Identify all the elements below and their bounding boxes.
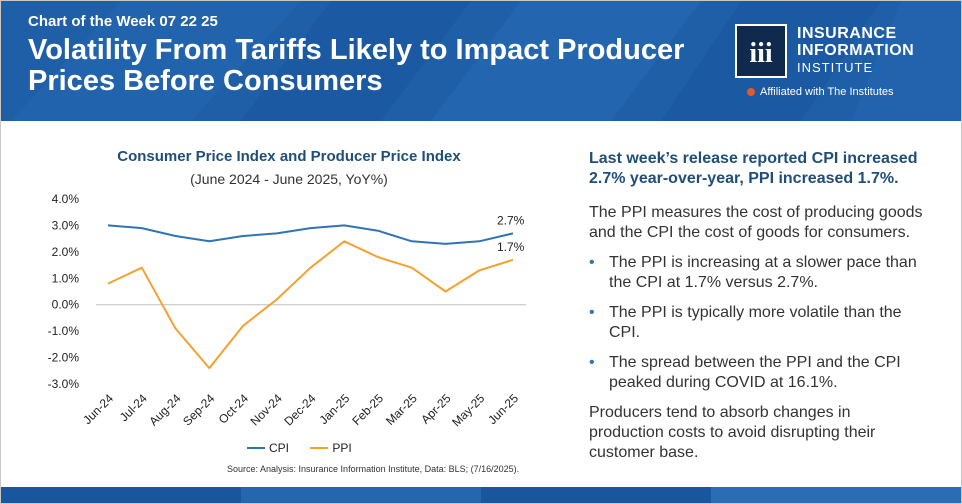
legend-swatch-ppi (310, 447, 329, 449)
x-tick-label: May-25 (449, 391, 487, 429)
legend-item-ppi: PPI (310, 441, 352, 455)
bullet-item: • The PPI is increasing at a slower pace … (589, 253, 929, 293)
y-tick-label: -2.0% (48, 351, 80, 365)
series-line-cpi (107, 224, 514, 245)
legend-item-cpi: CPI (247, 441, 289, 455)
legend-label-ppi: PPI (332, 441, 352, 455)
bullet-text: The spread between the PPI and the CPI p… (609, 354, 901, 391)
affiliation-text: Affiliated with The Institutes (760, 86, 894, 98)
y-tick-label: 3.0% (52, 218, 80, 232)
bullet-text: The PPI is typically more volatile than … (609, 304, 902, 341)
iii-logo-mark: iii (735, 24, 787, 78)
legend-swatch-cpi (247, 447, 265, 449)
commentary-lead: Last week’s release reported CPI increas… (589, 150, 918, 187)
line-chart: 4.0%3.0%2.0%1.0%0.0%-1.0%-2.0%-3.0%Jun-2… (48, 192, 526, 429)
x-tick-label: Jun-24 (80, 391, 116, 427)
svg-text:iii: iii (749, 38, 773, 69)
footer-segment (481, 487, 711, 503)
iii-logo-glyph: iii (749, 38, 773, 69)
commentary-closing: Producers tend to absorb changes in prod… (589, 404, 876, 461)
header-banner: Chart of the Week 07 22 25 Volatility Fr… (1, 1, 961, 121)
logo-line-2: INFORMATION (797, 42, 915, 59)
logo-line-3: INSTITUTE (797, 60, 874, 75)
legend-label-cpi: CPI (269, 441, 290, 455)
x-tick-label: Jul-24 (117, 391, 150, 424)
bullet-text: The PPI is increasing at a slower pace t… (609, 254, 917, 291)
commentary-panel: Last week’s release reported CPI increas… (589, 149, 929, 473)
x-tick-label: Jan-25 (317, 391, 353, 427)
footer-bar (1, 487, 961, 503)
y-tick-label: 2.0% (52, 245, 80, 259)
chart-title: Consumer Price Index and Producer Price … (117, 148, 461, 165)
x-tick-label: Feb-25 (349, 391, 386, 428)
x-tick-label: Aug-24 (146, 391, 183, 428)
bullet-icon: • (589, 254, 595, 271)
bullet-item: • The spread between the PPI and the CPI … (589, 353, 929, 393)
series-line-ppi (107, 240, 514, 370)
y-tick-label: 0.0% (52, 298, 80, 312)
footer-segment (711, 487, 961, 503)
x-tick-label: Dec-24 (281, 391, 318, 428)
chart-of-week-label: Chart of the Week 07 22 25 (28, 13, 218, 30)
x-tick-label: Sep-24 (180, 391, 217, 428)
logo-line-1: INSURANCE (797, 25, 897, 42)
logo-wordmark: INSURANCE INFORMATION (797, 25, 914, 59)
bullet-icon: • (589, 304, 595, 321)
end-label-cpi: 2.7% (497, 213, 525, 227)
chart-legend: CPI PPI (247, 441, 370, 455)
footer-segment (1, 487, 241, 503)
x-tick-label: Jun-25 (485, 391, 521, 427)
y-tick-label: -1.0% (48, 324, 80, 338)
end-label-ppi: 1.7% (497, 240, 525, 254)
x-tick-label: Nov-24 (248, 391, 285, 428)
y-tick-label: 1.0% (52, 271, 80, 285)
x-tick-label: Mar-25 (383, 391, 420, 428)
y-tick-label: -3.0% (48, 377, 80, 391)
institutes-icon (747, 88, 755, 96)
affiliation-note: Affiliated with The Institutes (747, 86, 894, 98)
footer-segment (241, 487, 481, 503)
header-pattern (11, 1, 961, 121)
chart-subtitle: (June 2024 - June 2025, YoY%) (190, 171, 388, 187)
page-title: Volatility From Tariffs Likely to Impact… (28, 34, 685, 97)
commentary-bullets: • The PPI is increasing at a slower pace … (589, 253, 929, 393)
bullet-icon: • (589, 354, 595, 371)
x-tick-label: Oct-24 (216, 391, 252, 427)
commentary-intro: The PPI measures the cost of producing g… (589, 204, 923, 241)
x-tick-label: Apr-25 (418, 391, 454, 427)
source-note: Source: Analysis: Insurance Information … (227, 464, 520, 474)
y-tick-label: 4.0% (52, 192, 80, 206)
bullet-item: • The PPI is typically more volatile than… (589, 303, 929, 343)
